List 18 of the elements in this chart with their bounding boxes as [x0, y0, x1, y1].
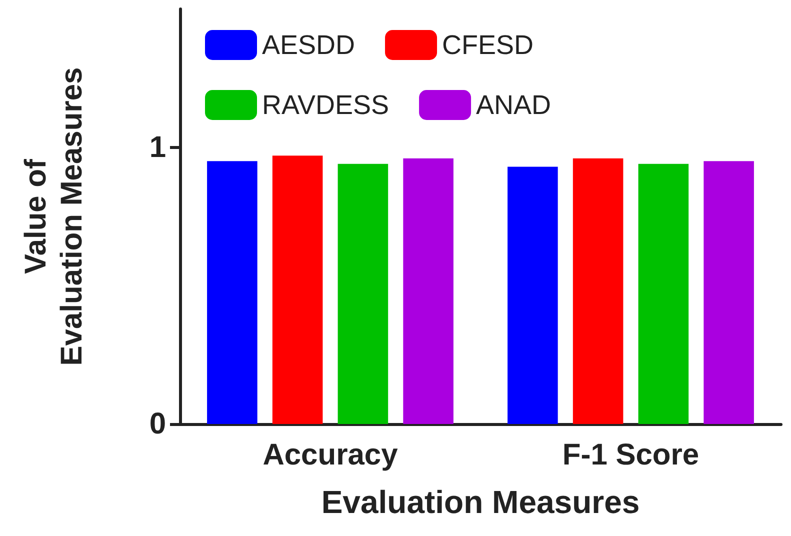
y-tick-label: 1 — [149, 130, 166, 164]
bar — [403, 158, 454, 424]
bar — [508, 166, 558, 424]
bar — [572, 158, 624, 424]
x-tick-label: Accuracy — [262, 438, 398, 472]
x-axis-title: Evaluation Measures — [321, 484, 640, 520]
legend-label: AESDD — [262, 30, 356, 60]
legend-label: RAVDESS — [262, 90, 390, 120]
bar — [704, 161, 754, 424]
legend-label: CFESD — [442, 30, 534, 60]
bar — [338, 164, 388, 424]
bar — [207, 161, 258, 424]
y-axis-title: Value of Evaluation Measures — [20, 67, 88, 366]
x-tick-label: F-1 Score — [562, 438, 700, 472]
bar — [638, 164, 689, 424]
y-tick-label: 0 — [149, 408, 166, 440]
legend-label: ANAD — [476, 90, 552, 120]
bar — [272, 156, 323, 424]
